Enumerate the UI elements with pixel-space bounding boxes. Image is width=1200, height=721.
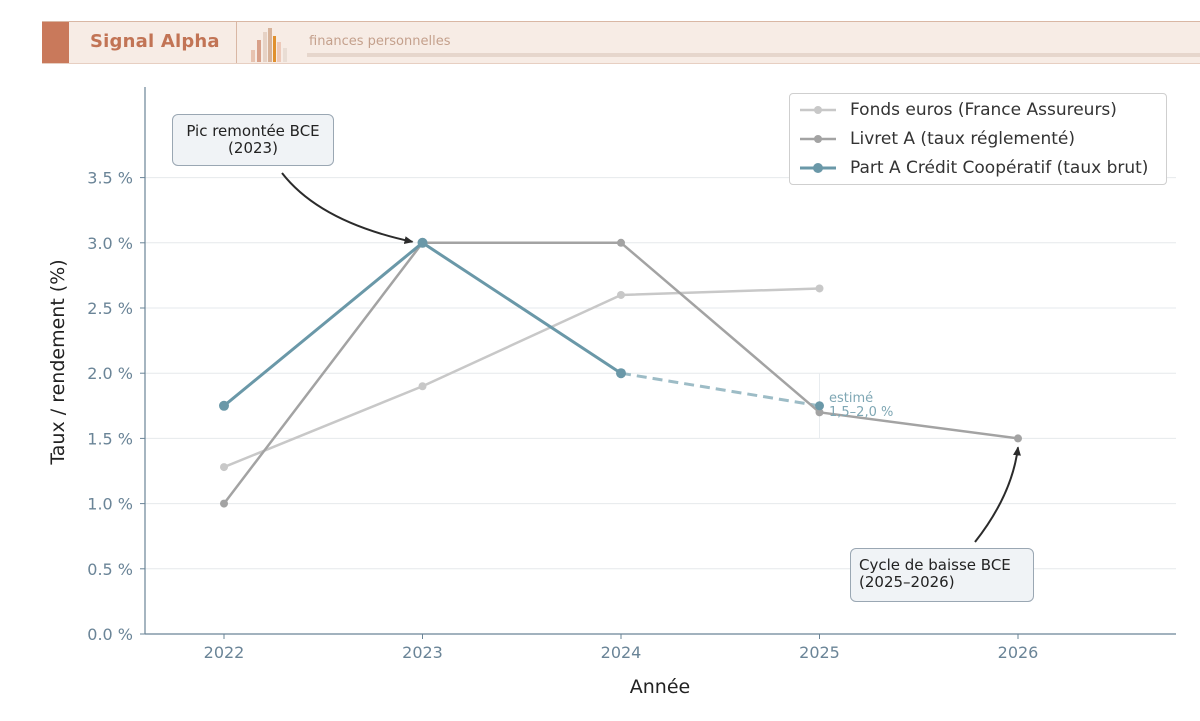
legend-swatch-part-a bbox=[800, 163, 836, 173]
bar-chart-logo-icon bbox=[251, 28, 287, 62]
x-tick-label: 2022 bbox=[204, 643, 245, 662]
y-tick-label: 3.0 % bbox=[87, 234, 133, 253]
series-line-part-a bbox=[223, 241, 622, 407]
data-point-part-a bbox=[219, 400, 229, 411]
annotation-ecb-peak: Pic remontée BCE (2023) bbox=[172, 114, 334, 166]
legend-item-livret-a: Livret A (taux réglementé) bbox=[790, 126, 1166, 154]
estimate-label-line1: estimé bbox=[829, 391, 873, 406]
legend-label-livret-a: Livret A (taux réglementé) bbox=[850, 129, 1075, 149]
estimate-label-line2: 1,5–2,0 % bbox=[829, 405, 893, 420]
y-tick-label: 2.0 % bbox=[87, 364, 133, 383]
annotation-ecb-cut: Cycle de baisse BCE (2025–2026) bbox=[850, 548, 1034, 602]
y-tick-label: 0.5 % bbox=[87, 560, 133, 579]
legend-swatch-fonds-euros bbox=[800, 106, 836, 114]
axes-layer: 0.0 % 0.5 % 1.0 % 1.5 % 2.0 % 2.5 % 3.0 % 3.5 %… bbox=[87, 87, 1176, 662]
brand-accent-bar bbox=[42, 22, 69, 63]
x-tick-label: 2026 bbox=[998, 643, 1039, 662]
annotation-ecb-peak-line1: Pic remontée BCE bbox=[186, 122, 320, 140]
y-tick-label: 2.5 % bbox=[87, 299, 133, 318]
annotation-arrow-ecb-cut bbox=[974, 446, 1021, 543]
data-point-part-a bbox=[616, 368, 626, 379]
header-banner: Signal Alpha finances personnelles bbox=[42, 21, 1200, 64]
data-point-fonds-euros bbox=[617, 290, 625, 299]
y-tick-label: 1.5 % bbox=[87, 429, 133, 448]
x-tick-label: 2025 bbox=[799, 643, 840, 662]
legend-swatch-livret-a bbox=[800, 135, 836, 143]
x-tick-label: 2024 bbox=[601, 643, 642, 662]
y-tick-label: 3.5 % bbox=[87, 169, 133, 188]
tagline: finances personnelles bbox=[309, 34, 451, 49]
chart-legend: Fonds euros (France Assureurs) Livret A … bbox=[789, 93, 1167, 185]
legend-item-fonds-euros: Fonds euros (France Assureurs) bbox=[790, 97, 1166, 125]
estimate-line bbox=[620, 371, 820, 408]
x-axis-label: Année bbox=[630, 676, 690, 698]
legend-label-fonds-euros: Fonds euros (France Assureurs) bbox=[850, 100, 1117, 120]
legend-label-part-a: Part A Crédit Coopératif (taux brut) bbox=[850, 158, 1149, 178]
data-point-fonds-euros bbox=[220, 463, 228, 472]
data-point-fonds-euros bbox=[815, 284, 824, 293]
series-line-fonds-euros bbox=[223, 287, 820, 469]
x-tick-label: 2023 bbox=[402, 643, 443, 662]
y-axis-label: Taux / rendement (%) bbox=[47, 259, 69, 465]
grid-layer bbox=[145, 177, 1176, 570]
data-point-livret-a bbox=[815, 408, 824, 417]
annotation-ecb-cut-line2: (2025–2026) bbox=[859, 573, 955, 591]
data-point-part-a bbox=[417, 237, 428, 248]
legend-item-part-a: Part A Crédit Coopératif (taux brut) bbox=[790, 155, 1166, 183]
annotation-arrow-ecb-peak bbox=[281, 172, 414, 245]
estimate-point bbox=[815, 401, 824, 411]
banner-divider bbox=[236, 22, 237, 63]
arrow-layer bbox=[281, 172, 1021, 543]
tagline-rule bbox=[307, 53, 1200, 57]
annotation-ecb-cut-line1: Cycle de baisse BCE bbox=[859, 556, 1011, 574]
annotation-ecb-peak-line2: (2023) bbox=[228, 139, 278, 157]
data-point-livret-a bbox=[1014, 434, 1022, 443]
data-point-livret-a bbox=[220, 499, 228, 508]
brand-name: Signal Alpha bbox=[90, 31, 220, 52]
y-tick-label: 0.0 % bbox=[87, 625, 133, 644]
y-tick-label: 1.0 % bbox=[87, 495, 133, 514]
series-layer bbox=[219, 237, 1022, 508]
data-point-fonds-euros bbox=[418, 382, 427, 391]
data-point-livret-a bbox=[617, 238, 625, 247]
